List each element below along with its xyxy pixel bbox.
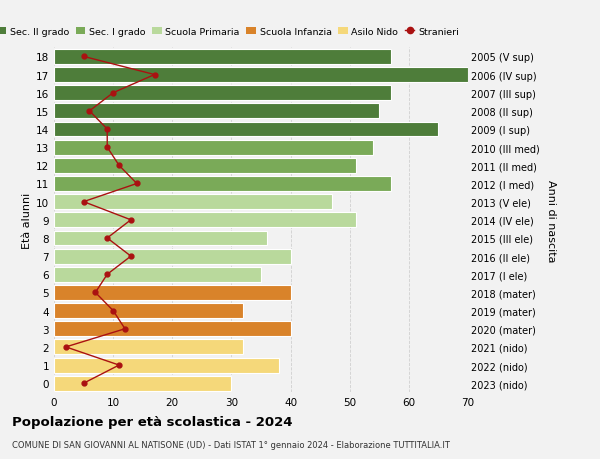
Bar xyxy=(54,122,439,137)
Bar xyxy=(54,68,468,83)
Bar xyxy=(54,140,373,155)
Y-axis label: Anni di nascita: Anni di nascita xyxy=(546,179,556,262)
Bar xyxy=(54,249,290,264)
Bar xyxy=(54,322,290,336)
Text: COMUNE DI SAN GIOVANNI AL NATISONE (UD) - Dati ISTAT 1° gennaio 2024 - Elaborazi: COMUNE DI SAN GIOVANNI AL NATISONE (UD) … xyxy=(12,440,450,449)
Y-axis label: Età alunni: Età alunni xyxy=(22,192,32,248)
Bar xyxy=(54,376,232,391)
Bar xyxy=(54,231,267,246)
Bar xyxy=(54,267,261,282)
Bar xyxy=(54,358,279,373)
Bar xyxy=(54,213,356,228)
Bar xyxy=(54,340,243,354)
Bar xyxy=(54,195,332,210)
Bar xyxy=(54,177,391,191)
Text: Popolazione per età scolastica - 2024: Popolazione per età scolastica - 2024 xyxy=(12,415,293,428)
Bar xyxy=(54,158,356,174)
Bar xyxy=(54,285,290,300)
Bar xyxy=(54,303,243,319)
Bar xyxy=(54,86,391,101)
Bar xyxy=(54,50,391,65)
Bar xyxy=(54,104,379,119)
Legend: Sec. II grado, Sec. I grado, Scuola Primaria, Scuola Infanzia, Asilo Nido, Stran: Sec. II grado, Sec. I grado, Scuola Prim… xyxy=(0,28,459,37)
